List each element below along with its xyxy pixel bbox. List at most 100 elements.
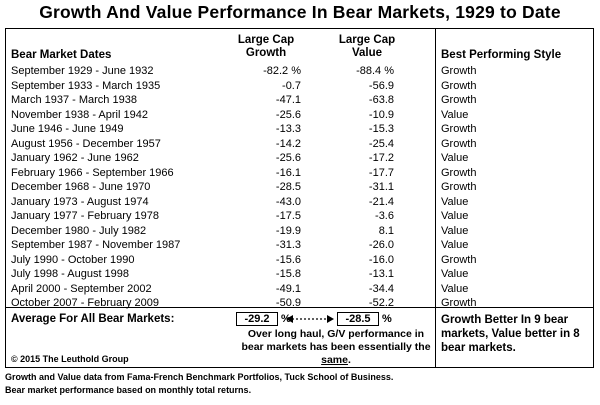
row-value: -16.0	[368, 253, 394, 266]
row-value: -88.4 %	[356, 65, 394, 77]
table-row: January 1977 - February 1978 -17.5 -3.6 Val…	[6, 209, 593, 224]
copyright: © 2015 The Leuthold Group	[11, 354, 129, 364]
table-row: January 1962 - June 1962 -25.6 -17.2 Value	[6, 151, 593, 166]
table-row: March 1937 - March 1938 -47.1 -63.8 Growth	[6, 93, 593, 108]
note-line2-underlined: same	[321, 354, 348, 366]
row-dates: August 1956 - December 1957	[11, 137, 161, 150]
row-best: Growth	[441, 181, 477, 193]
table-row: October 2007 - February 2009 -50.9 -52.2 Gr…	[6, 296, 593, 311]
average-note: Over long haul, G/V performance in bear …	[241, 328, 431, 367]
header-best: Best Performing Style	[441, 49, 562, 61]
row-growth: -25.6	[275, 152, 301, 164]
row-growth: -19.9	[275, 224, 301, 237]
table-row: November 1938 - April 1942 -25.6 -10.9 Valu…	[6, 108, 593, 123]
average-label: Average For All Bear Markets:	[11, 313, 175, 325]
table-body: September 1929 - June 1932 -82.2 % -88.4 %…	[6, 64, 593, 311]
row-best: Value	[441, 108, 469, 121]
footnote-1: Growth and Value data from Fama-French B…	[5, 372, 394, 382]
row-value: -56.9	[368, 79, 394, 92]
row-growth: -0.7	[282, 79, 301, 92]
row-growth: -82.2 %	[263, 65, 301, 77]
row-value: 8.1	[378, 224, 394, 237]
table-row: April 2000 - September 2002 -49.1 -34.4 Val…	[6, 282, 593, 297]
row-growth: -15.6	[275, 253, 301, 266]
table-row: February 1966 - September 1966 -16.1 -17.7…	[6, 166, 593, 181]
row-dates: July 1990 - October 1990	[11, 253, 135, 266]
row-dates: March 1937 - March 1938	[11, 94, 137, 106]
row-growth: -17.5	[275, 210, 301, 222]
row-value: -31.1	[368, 181, 394, 193]
table-row: July 1998 - August 1998 -15.8 -13.1 Value	[6, 267, 593, 282]
row-growth: -50.9	[275, 297, 301, 309]
table-row: August 1956 - December 1957 -14.2 -25.4 Gro…	[6, 137, 593, 152]
row-growth: -14.2	[275, 137, 301, 150]
summary-text: Growth Better In 9 bear markets, Value b…	[441, 314, 580, 354]
row-value: -17.2	[368, 152, 394, 164]
average-value-box: -28.5	[337, 312, 379, 326]
data-table: Bear Market Dates Large Cap Growth Large…	[5, 28, 594, 368]
row-value: -15.3	[368, 123, 394, 135]
row-value: -13.1	[368, 268, 394, 280]
table-row: September 1929 - June 1932 -82.2 % -88.4 %…	[6, 64, 593, 79]
row-growth: -31.3	[275, 239, 301, 251]
note-line2-pre: bear markets has been essentially the	[241, 341, 431, 353]
row-growth: -16.1	[275, 166, 301, 179]
row-growth: -47.1	[275, 94, 301, 106]
note-line1: Over long haul, G/V performance in	[247, 328, 425, 340]
table-row: December 1980 - July 1982 -19.9 8.1 Value	[6, 224, 593, 239]
row-best: Value	[441, 282, 469, 295]
row-dates: December 1980 - July 1982	[11, 224, 147, 237]
row-best: Growth	[441, 137, 477, 150]
row-best: Growth	[441, 253, 477, 266]
row-best: Value	[441, 224, 469, 237]
table-row: September 1987 - November 1987 -31.3 -26.0…	[6, 238, 593, 253]
table-row: June 1946 - June 1949 -13.3 -15.3 Growth	[6, 122, 593, 137]
row-growth: -25.6	[275, 108, 301, 121]
table-row: July 1990 - October 1990 -15.6 -16.0 Growth	[6, 253, 593, 268]
average-value-percent: %	[382, 313, 392, 325]
row-dates: February 1966 - September 1966	[11, 166, 174, 179]
row-dates: September 1929 - June 1932	[11, 65, 154, 77]
row-dates: April 2000 - September 2002	[11, 282, 152, 295]
header-value-line2: Value	[351, 47, 383, 59]
row-dates: September 1933 - March 1935	[11, 79, 161, 92]
row-value: -26.0	[368, 239, 394, 251]
row-value: -34.4	[368, 282, 394, 295]
row-dates: January 1962 - June 1962	[11, 152, 139, 164]
row-best: Value	[441, 195, 469, 208]
row-value: -52.2	[368, 297, 394, 309]
row-value: -10.9	[368, 108, 394, 121]
header-value: Large Cap Value	[322, 34, 412, 60]
row-dates: January 1977 - February 1978	[11, 210, 159, 222]
page-title: Growth And Value Performance In Bear Mar…	[39, 2, 561, 22]
double-arrow-icon	[286, 315, 334, 323]
header-dates: Bear Market Dates	[11, 49, 112, 61]
table-row: December 1968 - June 1970 -28.5 -31.1 Growt…	[6, 180, 593, 195]
row-growth: -13.3	[275, 123, 301, 135]
row-value: -25.4	[368, 137, 394, 150]
row-best: Growth	[441, 79, 477, 92]
row-best: Growth	[441, 166, 477, 179]
row-growth: -49.1	[275, 282, 301, 295]
row-best: Value	[441, 210, 469, 222]
row-dates: December 1968 - June 1970	[11, 181, 151, 193]
row-value: -21.4	[368, 195, 394, 208]
column-divider	[435, 29, 436, 367]
row-growth: -28.5	[275, 181, 301, 193]
row-best: Value	[441, 152, 469, 164]
row-dates: January 1973 - August 1974	[11, 195, 149, 208]
row-best: Growth	[441, 94, 477, 106]
header-growth-line1: Large Cap	[237, 34, 295, 46]
row-value: -3.6	[375, 210, 394, 222]
row-best: Growth	[441, 297, 477, 309]
row-dates: October 2007 - February 2009	[11, 297, 159, 309]
row-growth: -15.8	[275, 268, 301, 280]
row-best: Growth	[441, 65, 477, 77]
row-dates: September 1987 - November 1987	[11, 239, 181, 251]
note-line2: bear markets has been essentially the sa…	[241, 341, 431, 367]
header-value-line1: Large Cap	[338, 34, 396, 46]
table-row: January 1973 - August 1974 -43.0 -21.4 Valu…	[6, 195, 593, 210]
row-divider	[6, 307, 593, 308]
average-growth-percent: %	[281, 313, 291, 325]
row-growth: -43.0	[275, 195, 301, 208]
